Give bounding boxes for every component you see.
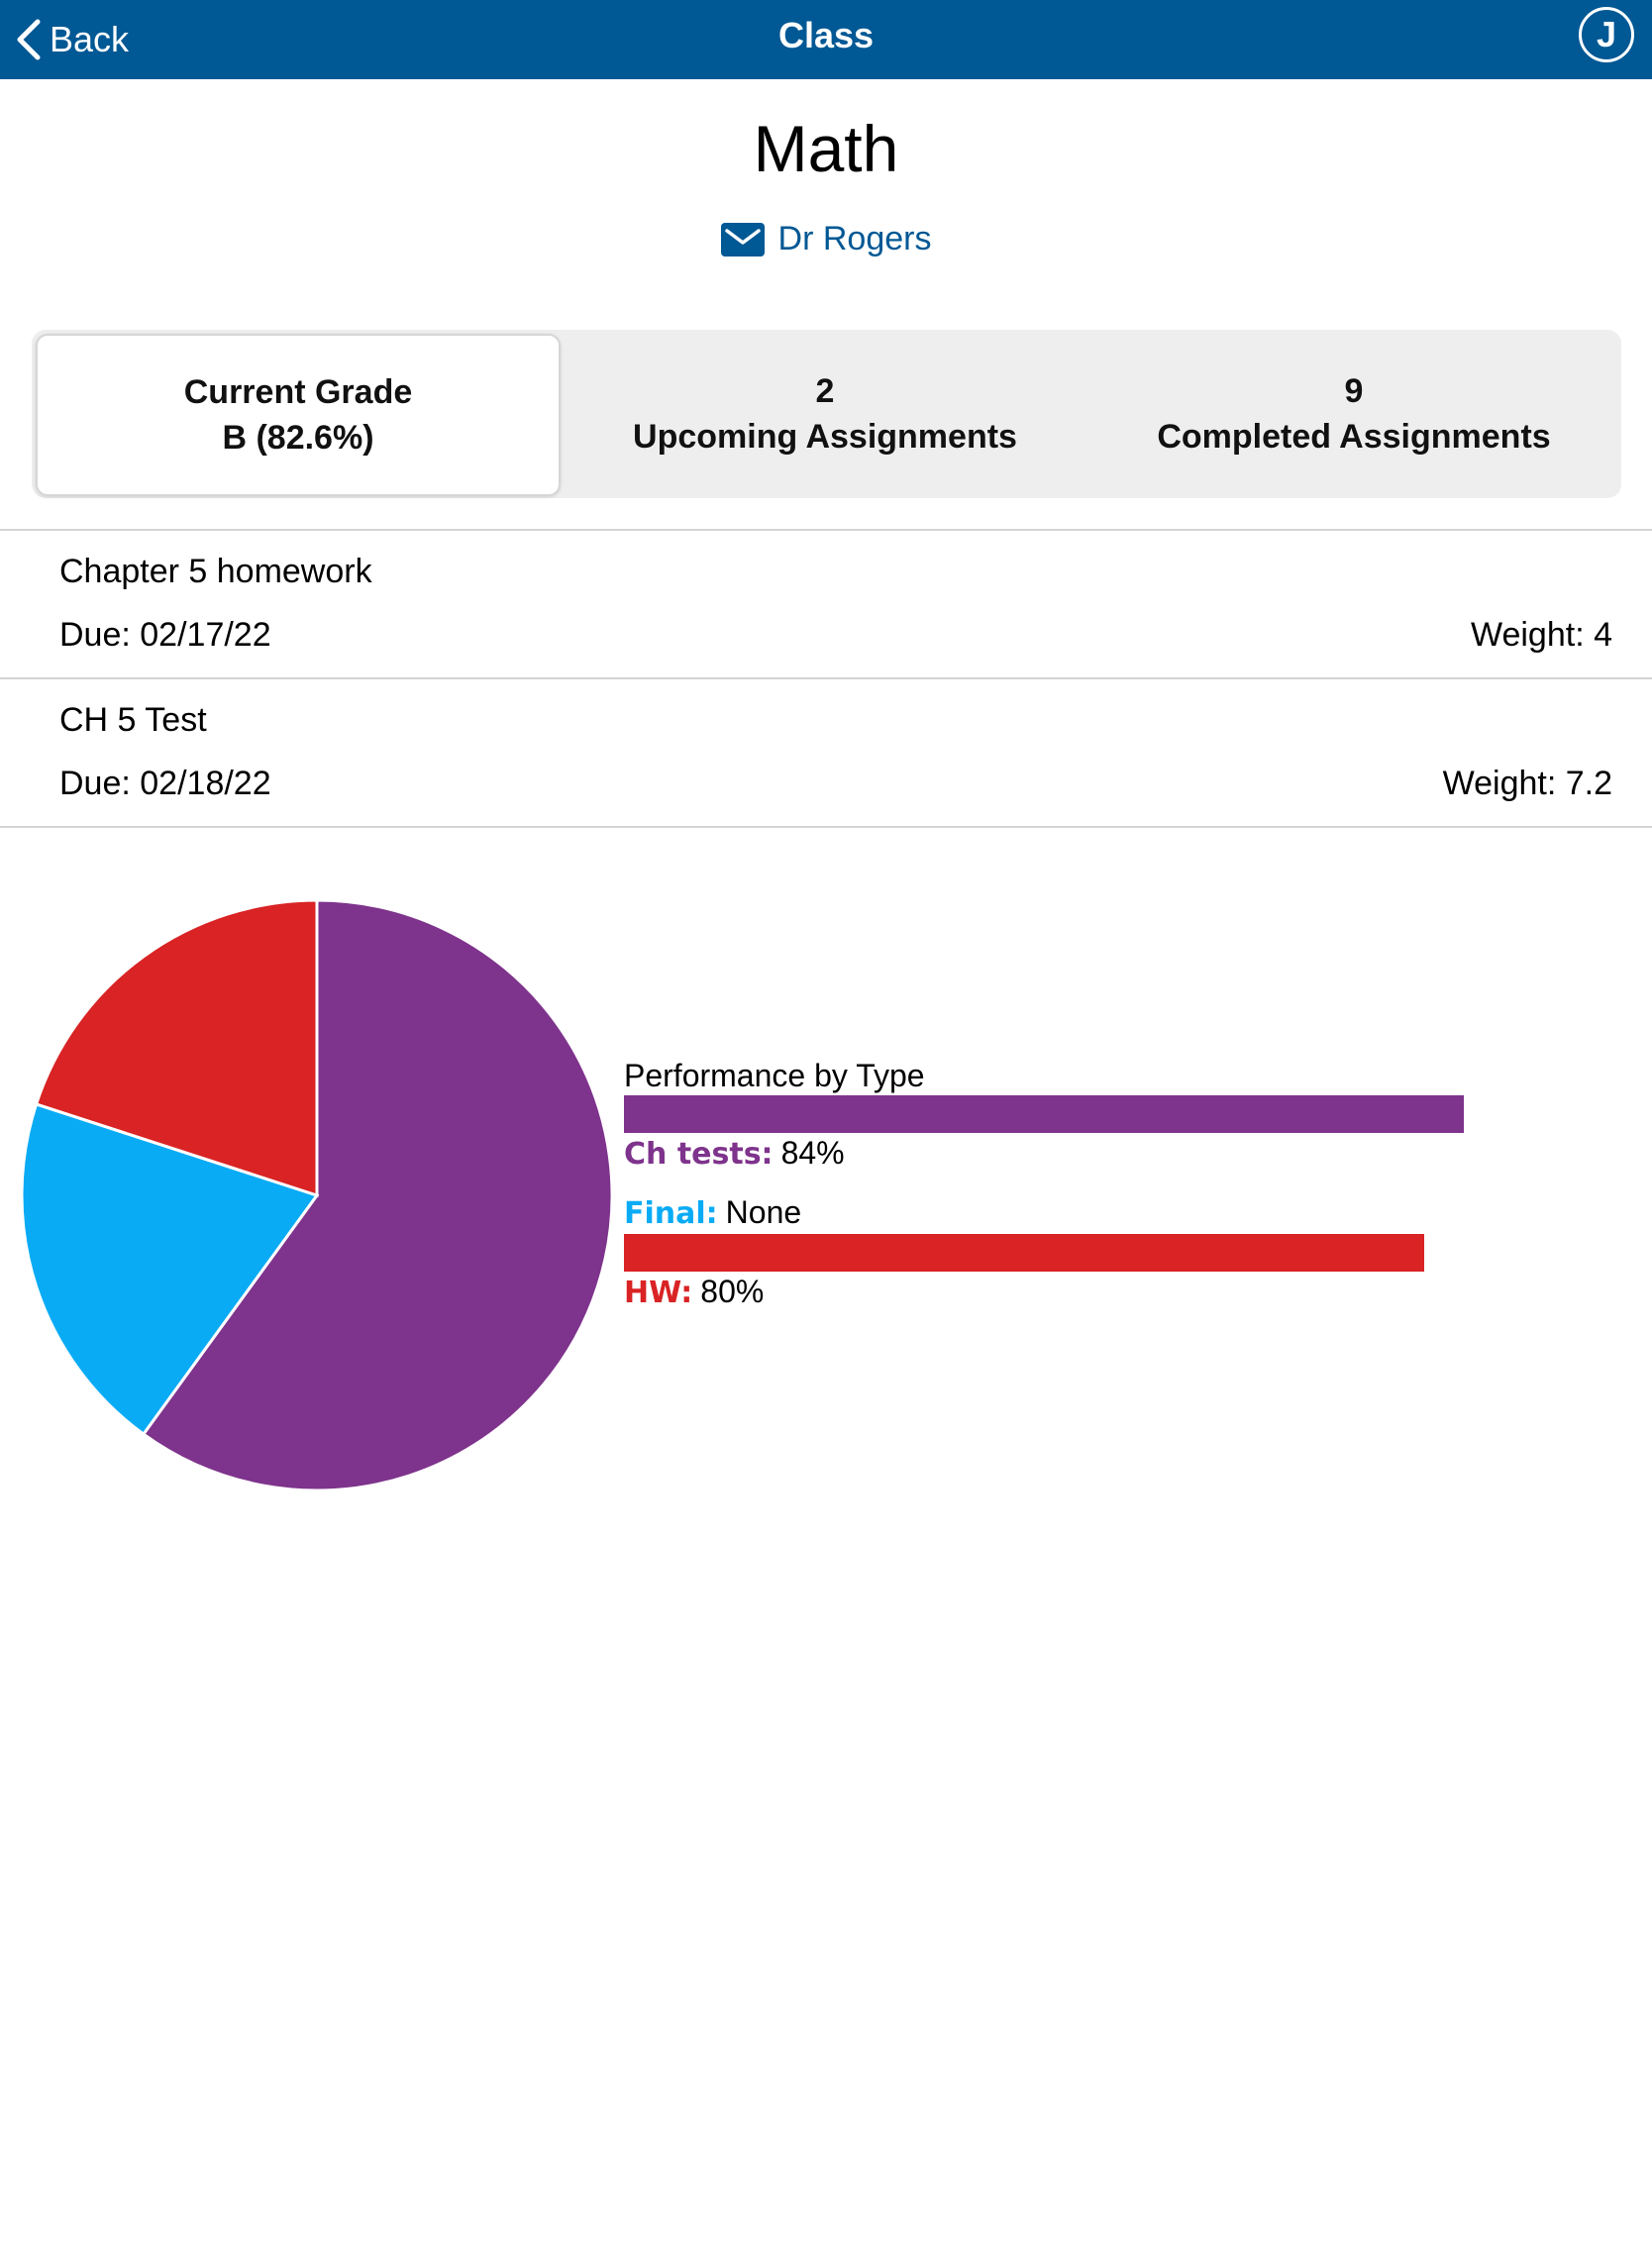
completed-count: 9 [1344,372,1364,410]
performance-label-hw: HW: 80% [624,1274,764,1310]
performance-label-final: Final: None [624,1194,801,1231]
grade-weight-pie-chart [20,898,614,1492]
top-nav-bar: Back Class J [0,0,1652,79]
assignment-name: Chapter 5 homework [59,553,372,590]
upcoming-label: Upcoming Assignments [633,418,1017,456]
summary-segmented-control: Current Grade B (82.6%) 2 Upcoming Assig… [32,330,1621,498]
envelope-icon [720,222,765,256]
performance-category: HW: [624,1276,693,1310]
assignment-due-date: Due: 02/18/22 [59,765,271,802]
chevron-left-icon [17,19,41,60]
completed-label: Completed Assignments [1157,418,1551,456]
upcoming-count: 2 [815,372,835,410]
performance-bar-ch-tests [624,1095,1465,1133]
performance-category: Final: [624,1196,718,1231]
nav-title: Class [777,15,875,55]
current-grade-label: Current Grade [183,373,413,411]
performance-category: Ch tests: [624,1137,774,1172]
teacher-name: Dr Rogers [777,220,932,257]
current-grade-value: B (82.6%) [222,419,374,457]
assignment-name: CH 5 Test [59,701,207,739]
performance-chart-title: Performance by Type [624,1058,925,1093]
performance-value: None [725,1194,802,1230]
divider [0,826,1652,828]
performance-label-ch-tests: Ch tests: 84% [624,1135,845,1172]
pie-slice-hw [34,898,319,1198]
divider [0,529,1652,531]
back-button[interactable]: Back [14,10,129,69]
assignment-row[interactable]: CH 5 Test Due: 02/18/22 Weight: 7.2 [0,679,1652,826]
class-title: Math [753,112,899,185]
tab-upcoming-assignments[interactable]: 2 Upcoming Assignments [563,330,1087,498]
tab-current-grade[interactable]: Current Grade B (82.6%) [36,334,561,496]
avatar[interactable]: J [1579,7,1634,62]
assignment-row[interactable]: Chapter 5 homework Due: 02/17/22 Weight:… [0,531,1652,677]
divider [0,677,1652,679]
back-label: Back [50,19,130,59]
assignment-weight: Weight: 7.2 [1442,765,1612,802]
assignment-weight: Weight: 4 [1470,616,1612,654]
performance-value: 84% [780,1135,845,1171]
assignment-due-date: Due: 02/17/22 [59,616,271,654]
performance-value: 80% [700,1274,765,1309]
teacher-email-link[interactable]: Dr Rogers [0,220,1652,258]
performance-bar-hw [624,1234,1424,1272]
pie-slice-final [20,1102,320,1437]
tab-completed-assignments[interactable]: 9 Completed Assignments [1091,330,1616,498]
pie-slice-ch-tests [141,898,614,1492]
